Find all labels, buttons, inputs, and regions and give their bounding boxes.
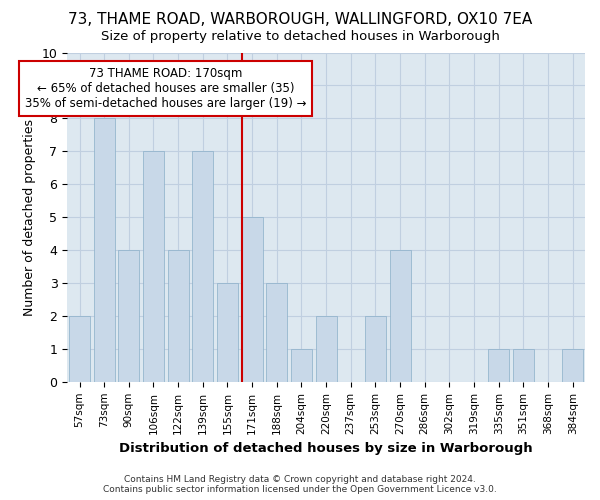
Bar bbox=[562, 349, 583, 382]
Bar bbox=[365, 316, 386, 382]
Text: Size of property relative to detached houses in Warborough: Size of property relative to detached ho… bbox=[101, 30, 499, 43]
Bar bbox=[488, 349, 509, 382]
Bar bbox=[266, 283, 287, 382]
Text: Contains HM Land Registry data © Crown copyright and database right 2024.
Contai: Contains HM Land Registry data © Crown c… bbox=[103, 474, 497, 494]
Bar bbox=[167, 250, 188, 382]
Bar bbox=[242, 217, 263, 382]
Bar bbox=[143, 152, 164, 382]
X-axis label: Distribution of detached houses by size in Warborough: Distribution of detached houses by size … bbox=[119, 442, 533, 455]
Bar bbox=[69, 316, 90, 382]
Bar bbox=[217, 283, 238, 382]
Bar bbox=[513, 349, 534, 382]
Bar bbox=[118, 250, 139, 382]
Y-axis label: Number of detached properties: Number of detached properties bbox=[23, 118, 36, 316]
Text: 73, THAME ROAD, WARBOROUGH, WALLINGFORD, OX10 7EA: 73, THAME ROAD, WARBOROUGH, WALLINGFORD,… bbox=[68, 12, 532, 28]
Text: 73 THAME ROAD: 170sqm
← 65% of detached houses are smaller (35)
35% of semi-deta: 73 THAME ROAD: 170sqm ← 65% of detached … bbox=[25, 68, 307, 110]
Bar bbox=[193, 152, 213, 382]
Bar bbox=[389, 250, 410, 382]
Bar bbox=[94, 118, 115, 382]
Bar bbox=[291, 349, 312, 382]
Bar bbox=[316, 316, 337, 382]
